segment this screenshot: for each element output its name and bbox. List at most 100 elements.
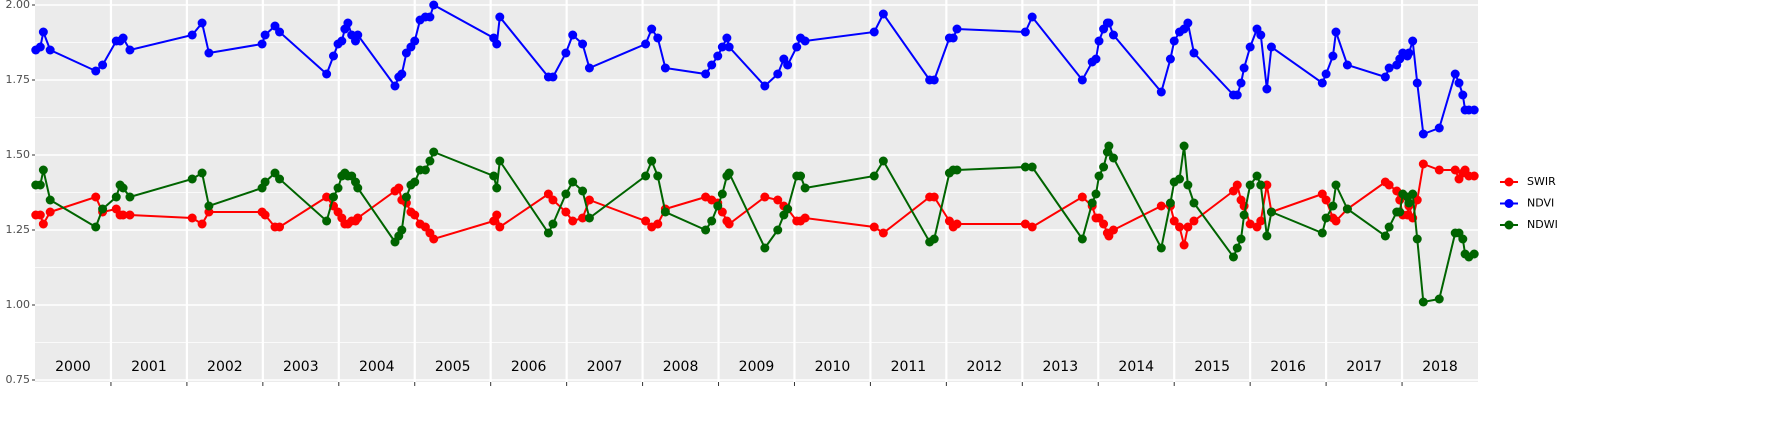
point bbox=[45, 207, 55, 217]
point bbox=[1458, 90, 1468, 100]
point bbox=[1077, 75, 1087, 85]
point bbox=[1104, 18, 1114, 28]
point bbox=[717, 189, 727, 199]
point bbox=[800, 183, 810, 193]
point bbox=[125, 210, 135, 220]
point bbox=[1380, 72, 1390, 82]
y-tick-label: 1.50 bbox=[6, 148, 31, 161]
point bbox=[38, 219, 48, 229]
point bbox=[197, 219, 207, 229]
year-label: 2017 bbox=[1346, 359, 1382, 375]
point bbox=[91, 192, 101, 202]
year-label: 2012 bbox=[967, 359, 1003, 375]
year-label: 2013 bbox=[1042, 359, 1078, 375]
point bbox=[1169, 36, 1179, 46]
point bbox=[561, 189, 571, 199]
point bbox=[1317, 228, 1327, 238]
point bbox=[204, 201, 214, 211]
point bbox=[1469, 105, 1479, 115]
point bbox=[495, 222, 505, 232]
point bbox=[783, 204, 793, 214]
point bbox=[724, 42, 734, 52]
point bbox=[187, 213, 197, 223]
point bbox=[495, 156, 505, 166]
point bbox=[701, 69, 711, 79]
point bbox=[429, 234, 439, 244]
point bbox=[724, 168, 734, 178]
point bbox=[489, 171, 499, 181]
point bbox=[1239, 210, 1249, 220]
point bbox=[1239, 63, 1249, 73]
point bbox=[429, 0, 439, 10]
legend-label: NDVI bbox=[1527, 197, 1554, 210]
point bbox=[1156, 201, 1166, 211]
point bbox=[952, 24, 962, 34]
point bbox=[1027, 12, 1037, 22]
point bbox=[397, 69, 407, 79]
point bbox=[584, 213, 594, 223]
point bbox=[578, 213, 588, 223]
point bbox=[397, 225, 407, 235]
point bbox=[1027, 222, 1037, 232]
point bbox=[38, 27, 48, 37]
point bbox=[1245, 42, 1255, 52]
point bbox=[1321, 69, 1331, 79]
point bbox=[410, 210, 420, 220]
point bbox=[543, 228, 553, 238]
point bbox=[343, 18, 353, 28]
point bbox=[275, 27, 285, 37]
point bbox=[1175, 222, 1185, 232]
point bbox=[878, 9, 888, 19]
point bbox=[1232, 243, 1242, 253]
point bbox=[1331, 180, 1341, 190]
point bbox=[420, 165, 430, 175]
point bbox=[1256, 30, 1266, 40]
year-label: 2015 bbox=[1194, 359, 1230, 375]
point bbox=[328, 192, 338, 202]
year-label: 2010 bbox=[815, 359, 851, 375]
point bbox=[45, 45, 55, 55]
year-label: 2016 bbox=[1270, 359, 1306, 375]
point bbox=[35, 210, 45, 220]
point bbox=[1434, 123, 1444, 133]
point bbox=[1331, 27, 1341, 37]
point bbox=[429, 147, 439, 157]
point bbox=[125, 45, 135, 55]
year-label: 2006 bbox=[511, 359, 547, 375]
point bbox=[337, 36, 347, 46]
point bbox=[390, 81, 400, 91]
point bbox=[1434, 294, 1444, 304]
year-label: 2011 bbox=[891, 359, 927, 375]
point bbox=[548, 195, 558, 205]
point bbox=[869, 27, 879, 37]
point bbox=[707, 216, 717, 226]
point bbox=[1262, 84, 1272, 94]
point bbox=[1245, 219, 1255, 229]
series bbox=[31, 141, 1479, 307]
point bbox=[1454, 78, 1464, 88]
point bbox=[760, 81, 770, 91]
point bbox=[1094, 171, 1104, 181]
point bbox=[1236, 234, 1246, 244]
point bbox=[952, 219, 962, 229]
point bbox=[1262, 231, 1272, 241]
point bbox=[1418, 159, 1428, 169]
point bbox=[1091, 54, 1101, 64]
point bbox=[869, 171, 879, 181]
point bbox=[492, 210, 502, 220]
point bbox=[1156, 243, 1166, 253]
point bbox=[1099, 219, 1109, 229]
point bbox=[1108, 30, 1118, 40]
point bbox=[492, 183, 502, 193]
series bbox=[31, 0, 1479, 139]
point bbox=[35, 42, 45, 52]
point bbox=[641, 216, 651, 226]
point bbox=[584, 63, 594, 73]
point bbox=[1321, 195, 1331, 205]
point bbox=[578, 186, 588, 196]
y-tick-label: 1.25 bbox=[6, 223, 31, 236]
point bbox=[98, 204, 108, 214]
point bbox=[1245, 180, 1255, 190]
point bbox=[1458, 234, 1468, 244]
point bbox=[660, 63, 670, 73]
